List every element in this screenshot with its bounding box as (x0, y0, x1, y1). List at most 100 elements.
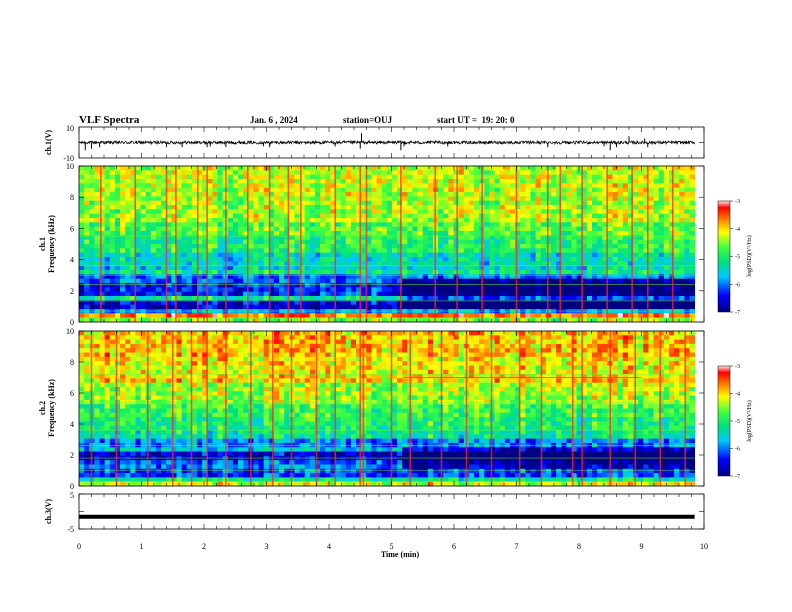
spectrogram-cell (340, 218, 347, 223)
spectrogram-cell (299, 283, 306, 288)
spectrogram-cell (176, 278, 182, 284)
spectrogram-cell (376, 274, 383, 280)
spectrogram-cell (99, 265, 106, 271)
spectrogram-cell (155, 200, 162, 206)
spectrogram-cell (689, 222, 696, 228)
spectrogram-cell (556, 235, 562, 241)
spectrogram-cell (145, 257, 152, 262)
spectrogram-cell (592, 218, 598, 223)
spectrogram-cell (345, 265, 352, 271)
spectrogram-cell (309, 183, 316, 189)
spectrogram-cell (622, 183, 629, 189)
spectrogram-cell (258, 187, 265, 193)
spectrogram-cell (99, 352, 106, 358)
spectrogram-cell (576, 187, 583, 193)
spectrogram-cell (84, 348, 90, 353)
spectrogram-cell (79, 468, 85, 474)
spectrogram-cell (643, 166, 649, 171)
spectrogram-cell (145, 235, 152, 241)
spectrogram-cell (330, 174, 336, 180)
spectrogram-cell (484, 287, 490, 293)
spectrogram-cell (196, 274, 203, 280)
spectrogram-cell (499, 291, 506, 297)
spectrogram-cell (361, 226, 367, 232)
spectrogram-cell (94, 261, 100, 267)
spectrogram-cell (120, 331, 126, 336)
spectrogram-cell (191, 192, 198, 197)
spectrogram-cell (140, 265, 147, 271)
spectrogram-cell (535, 205, 542, 210)
spectrogram-cell (627, 226, 634, 232)
spectrogram-cell (612, 226, 619, 232)
spectrogram-cell (94, 408, 100, 414)
spectrogram-cell (176, 257, 182, 262)
spectrogram-cell (438, 196, 444, 202)
spectrogram-cell (484, 304, 490, 310)
spectrogram-cell (99, 205, 106, 210)
spectrogram-cell (443, 274, 449, 280)
spectrogram-cell (550, 265, 557, 271)
spectrogram-cell (84, 460, 90, 465)
spectrogram-cell (186, 317, 193, 323)
spectrogram-cell (592, 209, 598, 215)
spectrogram-cell (407, 187, 413, 193)
spectrogram-cell (109, 343, 116, 349)
spectrogram-cell (556, 274, 562, 280)
spectrogram-cell (504, 257, 511, 262)
spectrogram-cell (176, 291, 182, 297)
spectrogram-cell (345, 287, 352, 293)
spectrogram-cell (94, 244, 100, 249)
spectrogram-cell (253, 265, 259, 271)
spectrogram-cell (294, 313, 300, 319)
spectrogram-cell (109, 442, 116, 448)
spectrogram-cell (371, 278, 377, 284)
spectrogram-cell (622, 313, 629, 319)
spectrogram-cell (612, 205, 619, 210)
spectrogram-cell (494, 226, 501, 232)
spectrogram-cell (586, 235, 593, 241)
spectrogram-cell (689, 296, 696, 301)
spectrogram-cell (663, 274, 670, 280)
spectrogram-cell (114, 331, 121, 336)
spectrogram-cell (556, 283, 562, 288)
spectrogram-cell (689, 179, 696, 184)
spectrogram-cell (314, 287, 321, 293)
spectrogram-cell (422, 244, 429, 249)
spectrogram-cell (299, 166, 306, 171)
spectrogram-cell (330, 283, 336, 288)
spectrogram-cell (268, 174, 275, 180)
spectrogram-cell (207, 304, 213, 310)
spectrogram-cell (684, 304, 690, 310)
spectrogram-cell (186, 313, 193, 319)
spectrogram-cell (227, 231, 234, 236)
spectrogram-cell (176, 170, 182, 176)
spectrogram-cell (273, 300, 280, 306)
spectrogram-cell (607, 209, 613, 215)
spectrogram-cell (191, 213, 198, 219)
spectrogram-cell (135, 222, 141, 228)
spectrogram-cell (417, 200, 424, 206)
spectrogram-cell (120, 248, 126, 254)
spectrogram-cell (79, 166, 85, 171)
spectrogram-cell (181, 313, 188, 319)
spectrogram-cell (284, 244, 290, 249)
spectrogram-cell (504, 218, 511, 223)
spectrogram-cell (212, 196, 218, 202)
spectrogram-cell (674, 179, 680, 184)
spectrogram-cell (79, 187, 85, 193)
spectrogram-cell (314, 317, 321, 323)
spectrogram-cell (89, 304, 95, 310)
spectrogram-cell (586, 213, 593, 219)
spectrogram-cell (684, 166, 690, 171)
spectrogram-cell (150, 209, 157, 215)
spectrogram-cell (612, 248, 619, 254)
spectrogram-cell (545, 187, 552, 193)
spectrogram-cell (79, 179, 85, 184)
spectrogram-cell (289, 257, 295, 262)
spectrogram-cell (345, 317, 352, 323)
spectrogram-cell (217, 304, 224, 310)
spectrogram-cell (135, 313, 141, 319)
spectrogram-cell (592, 200, 598, 206)
spectrogram-cell (586, 209, 593, 215)
spectrogram-cell (540, 252, 547, 258)
